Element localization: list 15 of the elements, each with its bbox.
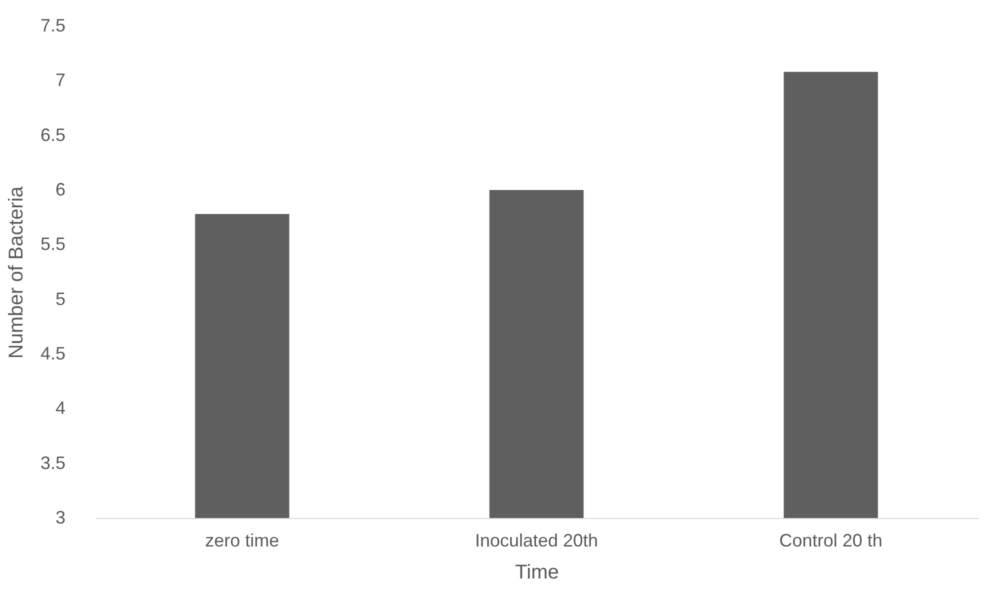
y-tick-label: 5 bbox=[55, 288, 66, 309]
y-tick-label: 4.5 bbox=[40, 344, 66, 364]
y-tick-label: 5.5 bbox=[40, 234, 66, 254]
y-tick-label: 3 bbox=[55, 508, 66, 528]
y-tick-label: 6 bbox=[55, 180, 66, 200]
y-axis-title: Number of Bacteria bbox=[5, 185, 28, 359]
y-tick-label: 4 bbox=[55, 398, 66, 418]
x-tick-label: zero time bbox=[205, 530, 280, 550]
x-tick-label: Control 20 th bbox=[779, 530, 882, 550]
x-tick-label: Inoculated 20th bbox=[474, 530, 598, 550]
x-axis-title: Time bbox=[515, 562, 559, 584]
y-tick-label: 7 bbox=[55, 70, 66, 90]
y-tick-label: 7.5 bbox=[40, 16, 66, 36]
y-tick-label: 6.5 bbox=[40, 124, 66, 145]
y-tick-label: 3.5 bbox=[40, 452, 66, 473]
